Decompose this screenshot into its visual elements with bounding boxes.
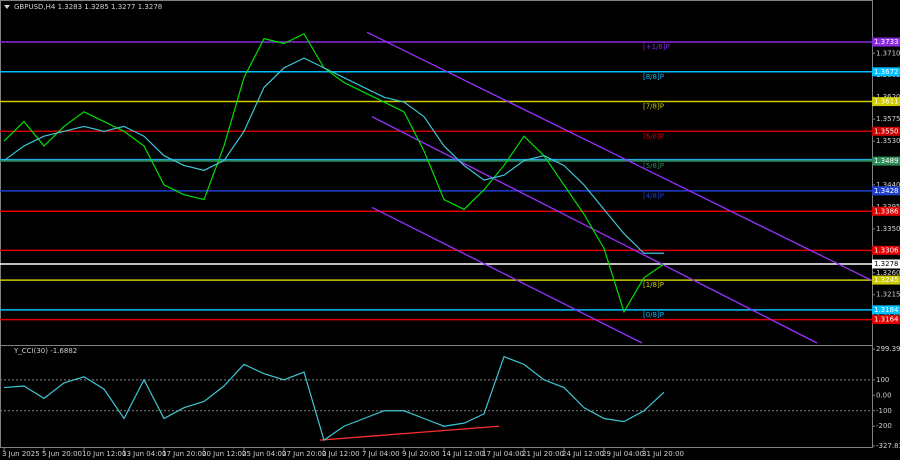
level-name: [5/8]P xyxy=(643,162,664,170)
y-tick-label: 1.3440 xyxy=(876,181,900,189)
y-tick-label: 1.3530 xyxy=(876,137,900,145)
price-box xyxy=(872,97,900,107)
price-box xyxy=(872,156,900,166)
x-tick-label: 5 Jun 20:00 xyxy=(42,450,82,458)
y-tick-label: 1.3350 xyxy=(876,225,900,233)
x-tick-label: 9 Jul 20:00 xyxy=(402,450,440,458)
y-tick-label: 0.00 xyxy=(876,391,892,399)
y-tick-label: -200 xyxy=(876,422,892,430)
y-tick-label: -327.832 xyxy=(876,442,900,450)
y-tick-label: 299.3969 xyxy=(876,345,900,353)
trend-line xyxy=(371,206,643,344)
x-tick-label: 31 Jul 20:00 xyxy=(642,450,684,458)
x-tick-label: 10 Jun 12:00 xyxy=(82,450,126,458)
x-tick-label: 2 Jul 12:00 xyxy=(322,450,360,458)
price-box xyxy=(872,315,900,325)
x-tick-label: 13 Jun 04:00 xyxy=(122,450,166,458)
level-name: [7/8]P xyxy=(643,103,664,111)
price-box-label: 1.3386 xyxy=(874,207,899,215)
price-box xyxy=(872,186,900,196)
price-box xyxy=(872,259,900,269)
price-box xyxy=(872,206,900,216)
x-tick-label: 27 Jun 20:00 xyxy=(282,450,326,458)
y-tick-label: 1.3260 xyxy=(876,269,900,277)
x-tick-label: 3 Jun 2025 xyxy=(2,450,40,458)
price-box-label: 1.3489 xyxy=(874,157,899,165)
menu-arrow[interactable] xyxy=(4,5,10,9)
trend-line xyxy=(319,425,500,441)
price-box-label: 1.3306 xyxy=(874,246,899,254)
price-box xyxy=(872,67,900,77)
price-box xyxy=(872,245,900,255)
price-box xyxy=(872,305,900,315)
x-tick-label: 17 Jul 04:00 xyxy=(482,450,524,458)
panel-title: Y_CCI(30) -1.6882 xyxy=(13,347,77,355)
level-name: [1/8]P xyxy=(643,281,664,289)
price-box-label: 1.3611 xyxy=(874,98,899,106)
series-line xyxy=(3,57,664,254)
price-box xyxy=(872,275,900,285)
y-tick-label: 1.3710 xyxy=(876,49,900,57)
x-tick-label: 20 Jun 12:00 xyxy=(202,450,246,458)
price-box-label: 1.3428 xyxy=(874,187,899,195)
price-box-label: 1.3245 xyxy=(874,276,899,284)
trend-line xyxy=(371,116,818,344)
level-name: [8/8]P xyxy=(643,73,664,81)
level-name: [0/8]P xyxy=(643,311,664,319)
price-box xyxy=(872,126,900,136)
price-box-label: 1.3550 xyxy=(874,127,899,135)
price-box-label: 1.3672 xyxy=(874,68,899,76)
level-name: [6/8]P xyxy=(643,132,664,140)
x-tick-label: 29 Jul 04:00 xyxy=(602,450,644,458)
x-tick-label: 21 Jul 20:00 xyxy=(522,450,564,458)
y-tick-label: 100 xyxy=(876,376,889,384)
panel-title: GBPUSD,H4 1.3283 1.3285 1.3277 1.3278 xyxy=(14,3,162,11)
frame xyxy=(0,0,873,448)
y-tick-label: 1.3215 xyxy=(876,291,900,299)
price-box-label: 1.3164 xyxy=(874,316,899,324)
series-line xyxy=(3,32,665,314)
trend-line xyxy=(366,31,873,282)
x-tick-label: 14 Jul 12:00 xyxy=(442,450,484,458)
y-tick-label: -100 xyxy=(876,407,892,415)
price-box-label: 1.3184 xyxy=(874,306,899,314)
price-box xyxy=(872,37,900,47)
price-box-label: 1.3278 xyxy=(874,260,899,268)
x-tick-label: 25 Jun 04:00 xyxy=(242,450,286,458)
x-tick-label: 7 Jul 04:00 xyxy=(362,450,400,458)
y-tick-label: 1.3575 xyxy=(876,115,900,123)
level-name: [+1/8]P xyxy=(643,43,670,51)
level-name: [4/8]P xyxy=(643,192,664,200)
x-tick-label: 17 Jun 20:00 xyxy=(162,450,206,458)
price-box-label: 1.3733 xyxy=(874,38,899,46)
x-tick-label: 24 Jul 12:00 xyxy=(562,450,604,458)
series-line xyxy=(3,355,665,442)
